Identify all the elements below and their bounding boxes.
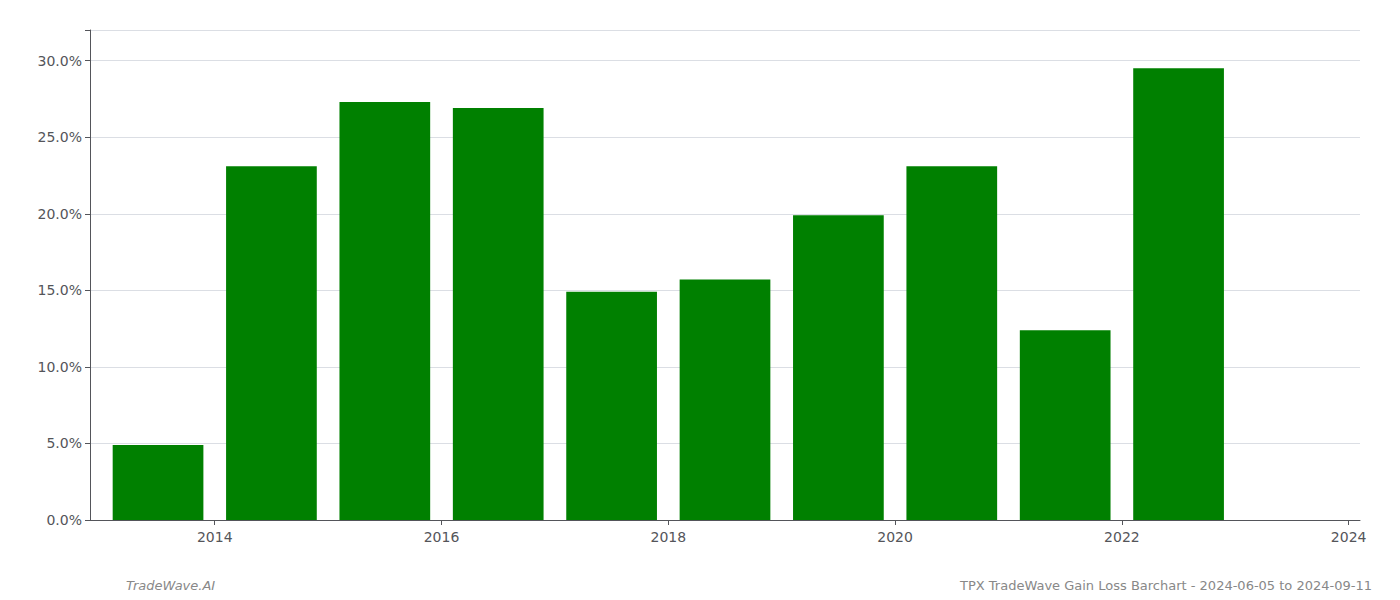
svg-text:2016: 2016 bbox=[424, 529, 460, 545]
svg-text:0.0%: 0.0% bbox=[46, 512, 82, 528]
svg-text:2022: 2022 bbox=[1104, 529, 1140, 545]
svg-text:15.0%: 15.0% bbox=[38, 282, 82, 298]
svg-text:2014: 2014 bbox=[197, 529, 233, 545]
svg-text:TPX TradeWave Gain Loss Barcha: TPX TradeWave Gain Loss Barchart - 2024-… bbox=[959, 578, 1372, 593]
svg-text:10.0%: 10.0% bbox=[38, 359, 82, 375]
svg-text:2020: 2020 bbox=[877, 529, 913, 545]
svg-text:30.0%: 30.0% bbox=[38, 53, 82, 69]
svg-text:25.0%: 25.0% bbox=[38, 129, 82, 145]
svg-text:2018: 2018 bbox=[650, 529, 686, 545]
svg-text:20.0%: 20.0% bbox=[38, 206, 82, 222]
svg-text:TradeWave.AI: TradeWave.AI bbox=[126, 578, 215, 593]
svg-text:5.0%: 5.0% bbox=[46, 435, 82, 451]
svg-text:2024: 2024 bbox=[1331, 529, 1367, 545]
